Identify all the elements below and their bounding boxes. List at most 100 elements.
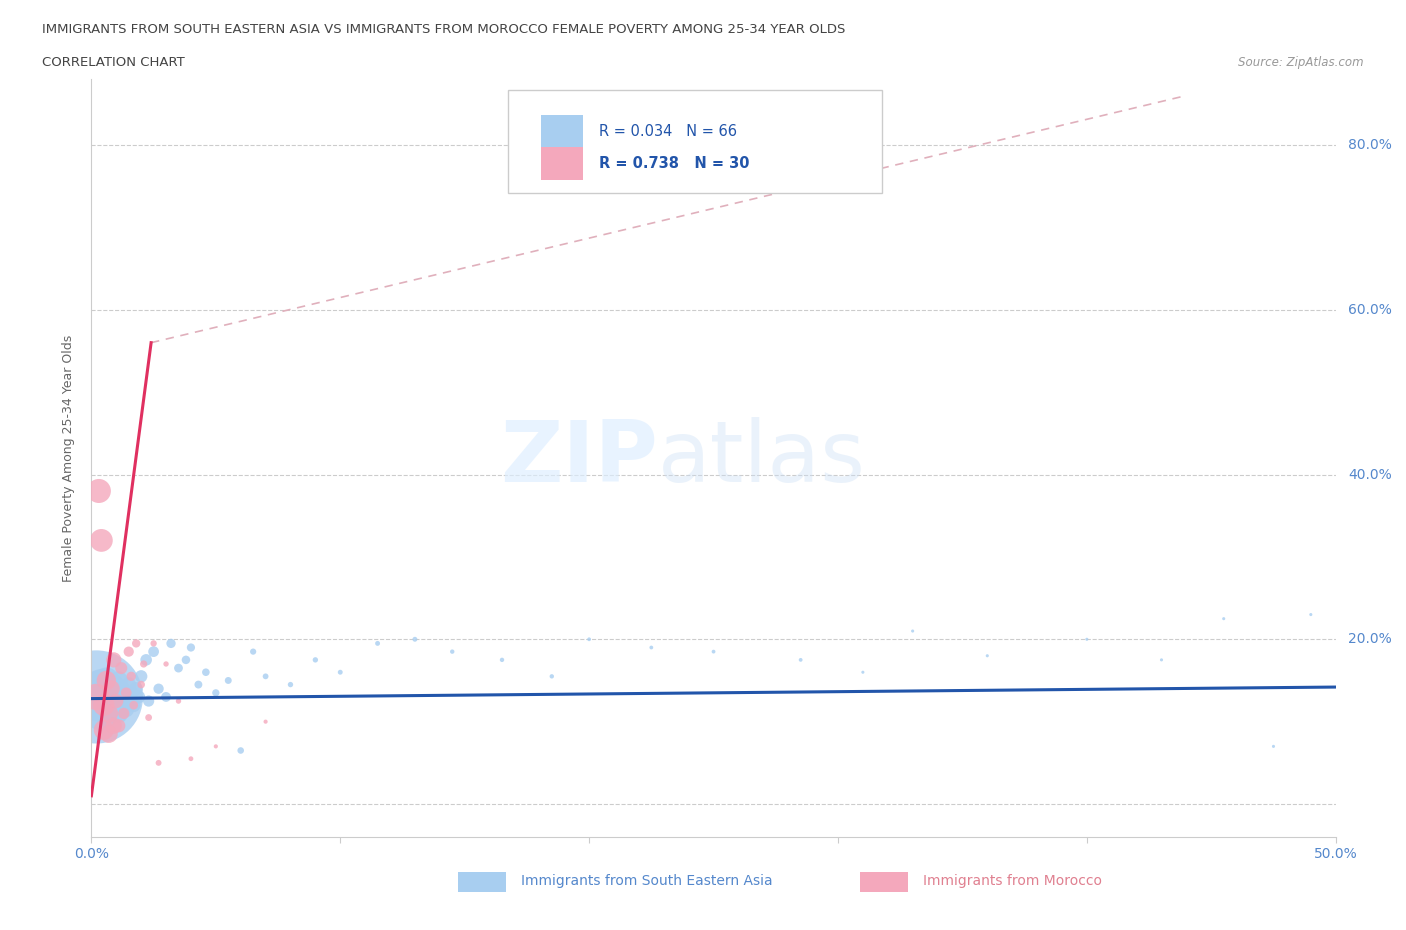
Point bbox=[129, 677, 152, 692]
Point bbox=[167, 660, 190, 675]
Text: 20.0%: 20.0% bbox=[1348, 632, 1392, 646]
Point bbox=[118, 677, 141, 692]
Point bbox=[110, 698, 132, 712]
Point bbox=[132, 657, 155, 671]
Point bbox=[87, 682, 110, 697]
Point bbox=[120, 685, 142, 700]
Point bbox=[97, 694, 120, 709]
Point bbox=[254, 669, 277, 684]
Point bbox=[404, 631, 426, 646]
Text: atlas: atlas bbox=[658, 417, 866, 499]
Point bbox=[110, 682, 132, 697]
Point bbox=[107, 718, 129, 733]
Point bbox=[901, 624, 924, 639]
Point bbox=[155, 657, 177, 671]
Point bbox=[93, 698, 115, 712]
Point bbox=[1076, 631, 1098, 646]
Point bbox=[90, 677, 112, 692]
Point bbox=[93, 723, 115, 737]
Point bbox=[1212, 611, 1234, 626]
Bar bbox=[458, 871, 506, 892]
Point bbox=[125, 682, 148, 697]
Text: Immigrants from Morocco: Immigrants from Morocco bbox=[922, 874, 1101, 888]
Point bbox=[142, 636, 165, 651]
Point bbox=[125, 636, 148, 651]
Point bbox=[105, 685, 128, 700]
Point bbox=[329, 665, 352, 680]
Point bbox=[148, 682, 170, 697]
Point bbox=[97, 682, 120, 697]
Text: IMMIGRANTS FROM SOUTH EASTERN ASIA VS IMMIGRANTS FROM MOROCCO FEMALE POVERTY AMO: IMMIGRANTS FROM SOUTH EASTERN ASIA VS IM… bbox=[42, 23, 845, 36]
Point bbox=[86, 689, 108, 704]
Text: R = 0.738   N = 30: R = 0.738 N = 30 bbox=[599, 156, 749, 171]
Point bbox=[100, 682, 122, 697]
Point bbox=[142, 644, 165, 659]
Point bbox=[118, 694, 141, 709]
Point bbox=[160, 636, 183, 651]
Point bbox=[304, 653, 326, 668]
Text: CORRELATION CHART: CORRELATION CHART bbox=[42, 56, 186, 69]
Point bbox=[122, 698, 145, 712]
Point bbox=[1263, 739, 1285, 754]
FancyBboxPatch shape bbox=[508, 90, 882, 193]
Text: 40.0%: 40.0% bbox=[1348, 468, 1392, 482]
Point bbox=[852, 665, 875, 680]
Bar bbox=[860, 871, 908, 892]
Point bbox=[120, 669, 142, 684]
Text: ZIP: ZIP bbox=[499, 417, 658, 499]
Point bbox=[148, 755, 170, 770]
Point bbox=[242, 644, 264, 659]
Point bbox=[217, 673, 239, 688]
Point bbox=[100, 698, 122, 712]
Point bbox=[115, 685, 138, 700]
Point bbox=[491, 653, 513, 668]
Text: Immigrants from South Eastern Asia: Immigrants from South Eastern Asia bbox=[520, 874, 772, 888]
Point bbox=[441, 644, 464, 659]
Point bbox=[789, 653, 811, 668]
Point bbox=[107, 673, 129, 688]
Point bbox=[540, 669, 562, 684]
Point bbox=[100, 689, 122, 704]
Point bbox=[1150, 653, 1173, 668]
Point bbox=[103, 718, 125, 733]
Point bbox=[90, 706, 112, 721]
Point bbox=[129, 669, 152, 684]
Bar bbox=[540, 147, 583, 179]
Point bbox=[87, 484, 110, 498]
Point bbox=[96, 702, 118, 717]
Point bbox=[96, 673, 118, 688]
Point bbox=[118, 644, 141, 659]
Point bbox=[155, 689, 177, 704]
Point bbox=[180, 640, 202, 655]
Point bbox=[280, 677, 302, 692]
Point bbox=[229, 743, 252, 758]
Point bbox=[90, 533, 112, 548]
Point bbox=[205, 739, 228, 754]
Text: Source: ZipAtlas.com: Source: ZipAtlas.com bbox=[1239, 56, 1364, 69]
Point bbox=[138, 711, 160, 725]
Point bbox=[1299, 607, 1322, 622]
Point bbox=[578, 631, 600, 646]
Bar bbox=[540, 115, 583, 148]
Point bbox=[105, 694, 128, 709]
Point bbox=[105, 694, 128, 709]
Point bbox=[194, 665, 217, 680]
Y-axis label: Female Poverty Among 25-34 Year Olds: Female Poverty Among 25-34 Year Olds bbox=[62, 335, 76, 581]
Point bbox=[702, 644, 725, 659]
Point bbox=[107, 706, 129, 721]
Point bbox=[112, 689, 135, 704]
Point bbox=[87, 694, 110, 709]
Point bbox=[103, 677, 125, 692]
Point bbox=[640, 640, 662, 655]
Point bbox=[128, 689, 150, 704]
Point bbox=[115, 702, 138, 717]
Text: 60.0%: 60.0% bbox=[1348, 303, 1392, 317]
Point bbox=[135, 653, 157, 668]
Point bbox=[103, 653, 125, 668]
Point bbox=[174, 653, 197, 668]
Point bbox=[254, 714, 277, 729]
Point bbox=[103, 702, 125, 717]
Point bbox=[97, 726, 120, 741]
Point bbox=[122, 698, 145, 712]
Point bbox=[205, 685, 228, 700]
